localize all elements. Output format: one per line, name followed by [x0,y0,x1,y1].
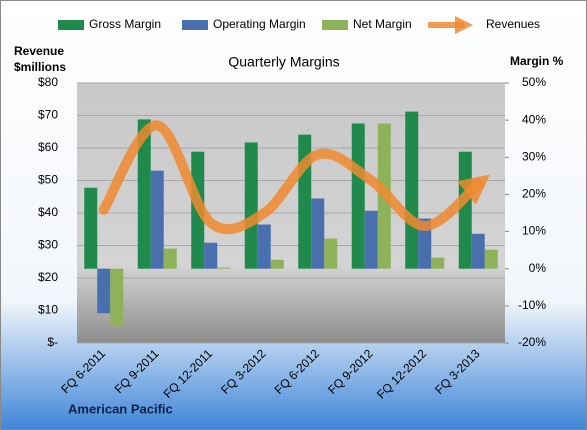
y2-tick-label: 10% [522,224,546,238]
y2-tick-label: 50% [522,75,546,89]
bar [324,238,338,269]
bar [270,259,284,269]
legend-label: Revenues [486,17,540,31]
bar [217,267,231,269]
bar [431,257,445,269]
y-tick-label: $80 [38,75,58,89]
y2-tick-label: 20% [522,187,546,201]
bar [471,233,485,269]
bar [110,268,124,326]
annotation: American Pacific [68,401,173,416]
y2-axis-label: Margin % [510,54,564,68]
y2-tick-label: -20% [518,335,546,349]
y-axis-label: $millions [14,60,66,74]
bar [311,198,325,269]
y2-tick-label: -10% [518,298,546,312]
y-tick-label: $- [47,335,58,349]
y-tick-label: $60 [38,140,58,154]
legend-swatch [58,20,84,30]
bar [364,210,378,269]
line [98,120,491,235]
bar [204,242,218,269]
bar [484,249,498,269]
y-tick-label: $20 [38,270,58,284]
bar [97,268,111,314]
y2-tick-label: 0% [529,261,547,275]
y-tick-label: $10 [38,303,58,317]
bar [244,142,258,269]
legend-swatch [322,20,348,30]
y-tick-label: $50 [38,173,58,187]
bar [137,119,151,269]
bar [351,123,365,269]
legend-label: Net Margin [353,17,412,31]
bar [405,111,419,269]
bar [163,248,177,269]
bar [150,170,164,269]
y-tick-label: $70 [38,108,58,122]
legend-label: Operating Margin [213,17,306,31]
bar [458,151,472,269]
y-tick-label: $30 [38,238,58,252]
bar [418,218,432,269]
y-axis-label: Revenue [14,44,64,58]
chart-title: Quarterly Margins [228,54,339,70]
y-tick-label: $40 [38,205,58,219]
bar [257,224,271,269]
legend-swatch [182,20,208,30]
bar [84,187,98,269]
legend-label: Gross Margin [89,17,161,31]
y2-tick-label: 30% [522,149,546,163]
y2-tick-label: 40% [522,112,546,126]
